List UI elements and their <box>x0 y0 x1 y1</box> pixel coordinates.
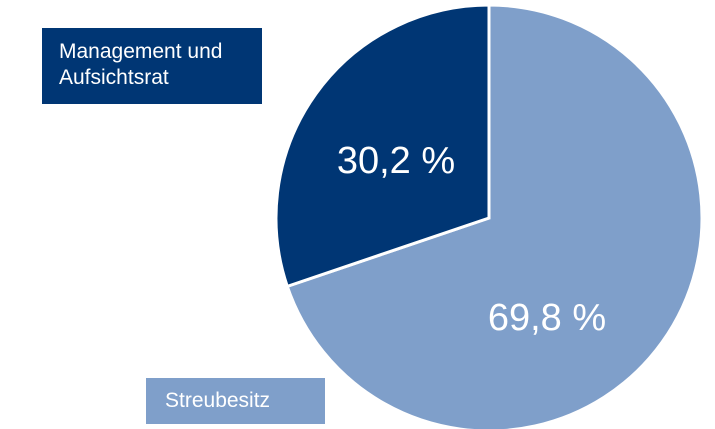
pie-slice <box>274 3 491 289</box>
category-label: Streubesitz <box>146 378 325 424</box>
pie-slice <box>285 3 704 429</box>
category-label: Management und Aufsichtsrat <box>42 28 262 104</box>
value-label: 69,8 % <box>488 297 606 339</box>
value-label: 30,2 % <box>337 140 455 182</box>
